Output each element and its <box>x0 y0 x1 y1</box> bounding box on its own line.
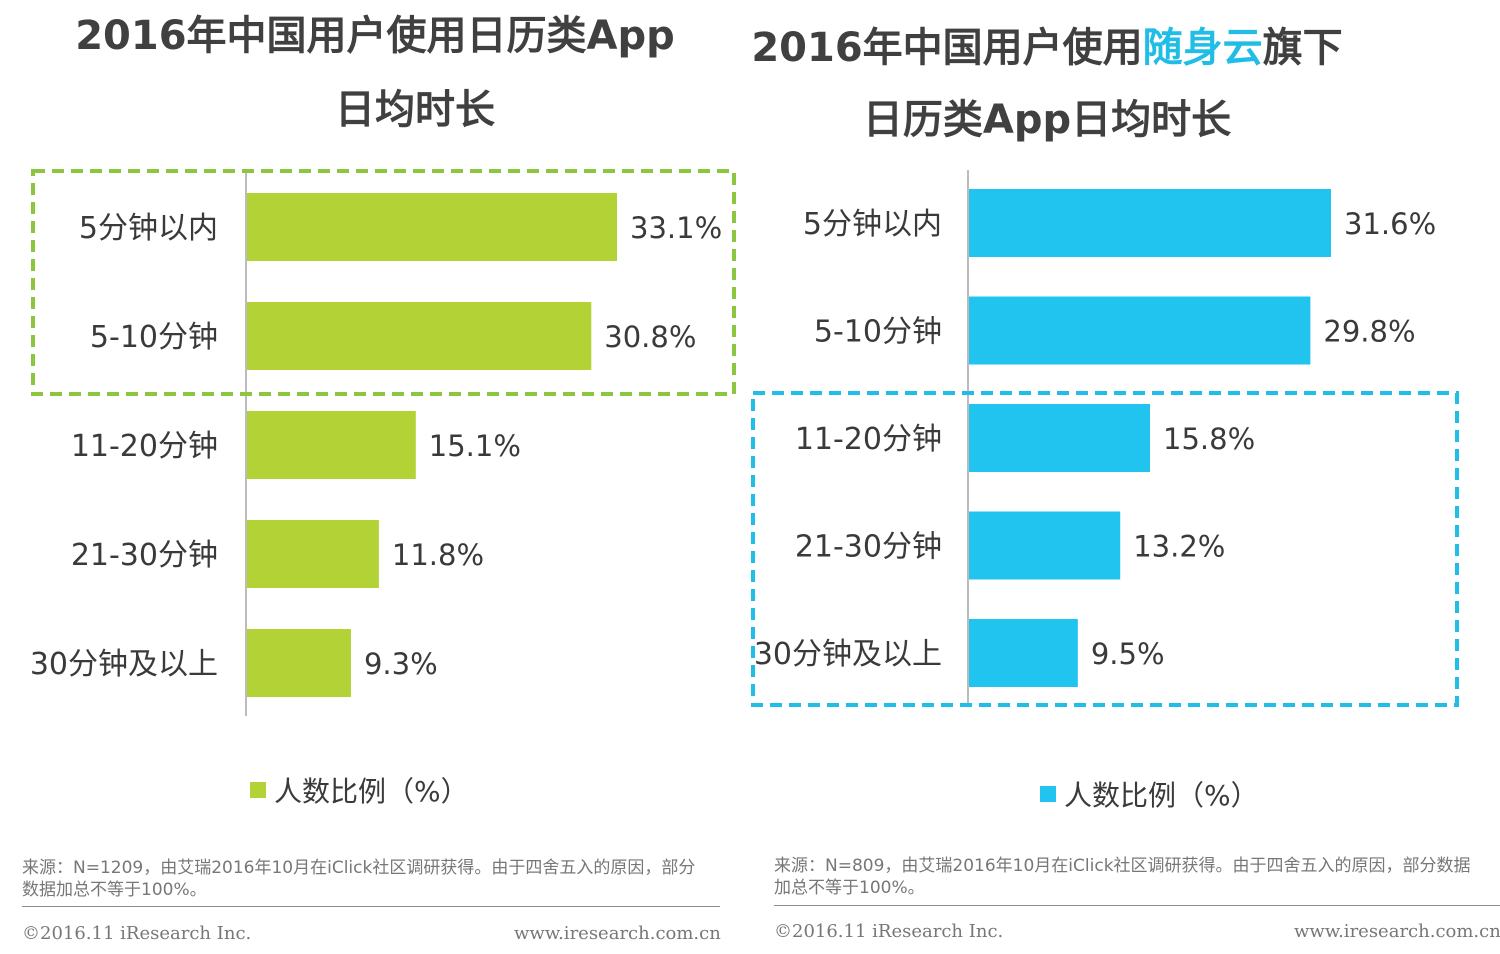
right-website[interactable]: www.iresearch.com.cn <box>1294 921 1500 942</box>
category-label: 11-20分钟 <box>795 422 942 457</box>
category-label: 21-30分钟 <box>71 538 218 573</box>
right-title-post: 旗下 <box>1262 25 1343 71</box>
left-chart-panel: 2016年中国用户使用日历类App 日均时长 5分钟以内 33.1% 5-10分钟 3… <box>0 0 750 944</box>
right-source-note: 来源：N=809，由艾瑞2016年10月在iClick社区调研获得。由于四舍五入… <box>774 856 1471 898</box>
highlight-dashed-box <box>751 391 1459 707</box>
bar-1-0 <box>969 189 1331 257</box>
right-chart-title-line1: 2016年中国用户使用随身云旗下 <box>672 28 1422 68</box>
bar-1-3 <box>969 511 1121 580</box>
value-label: 30.8% <box>604 320 696 354</box>
bar-0-3 <box>247 520 379 588</box>
category-label: 11-20分钟 <box>71 429 218 464</box>
category-label: 30分钟及以上 <box>30 647 218 682</box>
value-label: 11.8% <box>392 538 484 572</box>
value-label: 9.3% <box>364 647 438 681</box>
bar-0-0 <box>247 193 617 261</box>
left-legend: 人数比例（%） <box>250 770 469 810</box>
highlight-dashed-box <box>31 169 736 396</box>
left-source-note: 来源：N=1209，由艾瑞2016年10月在iClick社区调研获得。由于四舍五… <box>22 858 696 900</box>
value-label: 15.1% <box>429 429 521 463</box>
category-label: 5-10分钟 <box>90 320 218 355</box>
value-label: 9.5% <box>1091 637 1165 671</box>
value-label: 31.6% <box>1344 207 1436 241</box>
value-label: 15.8% <box>1163 422 1255 456</box>
value-label: 29.8% <box>1323 315 1415 349</box>
right-legend-label: 人数比例（%） <box>1064 779 1259 812</box>
right-title-pre: 2016年中国用户使用 <box>751 25 1143 71</box>
category-label: 5-10分钟 <box>814 315 942 350</box>
right-legend-swatch <box>1040 786 1056 802</box>
category-label: 5分钟以内 <box>79 211 218 246</box>
category-label: 5分钟以内 <box>803 207 942 242</box>
left-chart-title-line2: 日均时长 <box>335 87 495 133</box>
category-label: 30分钟及以上 <box>754 637 942 672</box>
value-label: 13.2% <box>1133 530 1225 564</box>
bar-chart-svg: 5分钟以内 33.1% 5-10分钟 30.8% 11-20分钟 15.1% 21-30分钟… <box>30 169 736 716</box>
bar-0-4 <box>247 629 351 697</box>
right-chart-panel: 2016年中国用户使用随身云旗下 日历类App日均时长 5分钟以内 31.6% 5-… <box>750 0 1500 954</box>
left-bar-chart: 5分钟以内 33.1% 5-10分钟 30.8% 11-20分钟 15.1% 21-30分钟… <box>0 0 750 760</box>
right-chart-title-line2: 日历类App日均时长 <box>862 97 1232 143</box>
bar-1-4 <box>969 619 1078 687</box>
bar-0-2 <box>247 411 416 479</box>
left-website[interactable]: www.iresearch.com.cn <box>514 923 721 944</box>
value-label: 33.1% <box>630 211 722 245</box>
left-copyright: ©2016.11 iResearch Inc. <box>22 923 252 944</box>
right-bar-chart: 5分钟以内 31.6% 5-10分钟 29.8% 11-20分钟 15.8% 21-30分钟… <box>750 0 1500 760</box>
bar-0-1 <box>247 302 592 370</box>
right-footer-rule <box>774 905 1500 906</box>
right-copyright: ©2016.11 iResearch Inc. <box>774 921 1004 942</box>
left-legend-label: 人数比例（%） <box>274 775 469 808</box>
left-footer-rule <box>22 906 720 907</box>
left-legend-swatch <box>250 782 266 798</box>
right-title-highlight: 随身云 <box>1142 25 1263 71</box>
bar-1-1 <box>969 296 1311 365</box>
category-label: 21-30分钟 <box>795 530 942 565</box>
left-chart-title-line1: 2016年中国用户使用日历类App <box>75 13 675 59</box>
bar-chart-svg: 5分钟以内 31.6% 5-10分钟 29.8% 11-20分钟 15.8% 21-30分钟… <box>751 170 1459 707</box>
bar-1-2 <box>969 404 1150 472</box>
right-legend: 人数比例（%） <box>1040 774 1259 814</box>
